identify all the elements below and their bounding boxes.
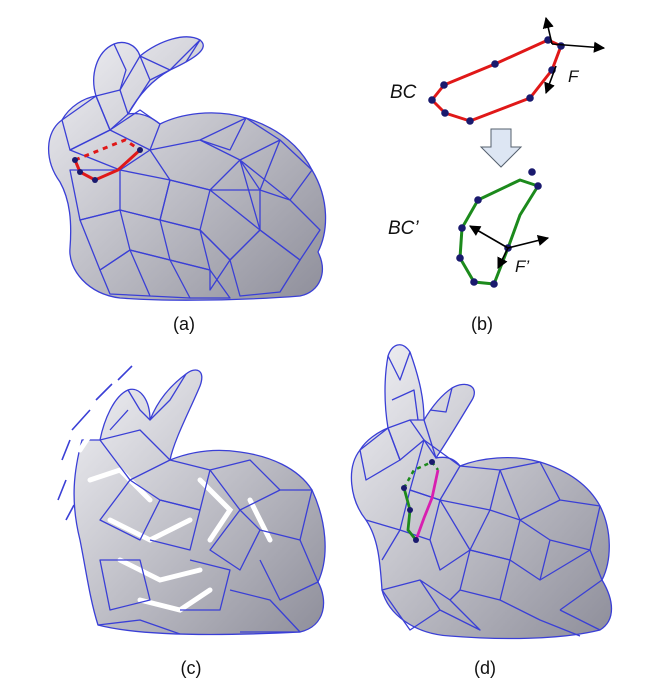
panel-d: (d) xyxy=(350,344,613,678)
deformed-force-label: F’ xyxy=(515,257,529,276)
cut-curves-d xyxy=(401,459,440,543)
fragmented-bunny-mesh xyxy=(57,365,326,636)
panel-a: (a) xyxy=(48,36,327,334)
boundary-label: BC xyxy=(390,82,417,103)
caption-d: (d) xyxy=(474,658,496,678)
deformed-force-arrows xyxy=(469,225,550,270)
mesh-edges-a xyxy=(61,39,321,299)
panel-b: BC F BC xyxy=(388,16,606,334)
detached-slivers xyxy=(57,365,133,521)
deformed-polygon-bc-prime: F’ xyxy=(456,168,550,288)
caption-a: (a) xyxy=(173,314,195,334)
bunny-body-a xyxy=(48,36,327,301)
fragment-gaps xyxy=(77,417,273,613)
mesh-edges-c xyxy=(97,373,319,635)
caption-c: (c) xyxy=(181,658,202,678)
force-label: F xyxy=(568,67,580,86)
caption-b: (b) xyxy=(471,314,493,334)
transform-down-arrow xyxy=(479,128,523,168)
deformed-boundary-label: BC’ xyxy=(388,218,419,239)
panel-c: (c) xyxy=(57,365,326,678)
force-arrows xyxy=(542,16,606,95)
boundary-polygon-bc: F xyxy=(428,16,606,125)
mesh-edges-d xyxy=(359,351,603,637)
bunny-mesh-d xyxy=(350,344,613,640)
boundary-curve-a xyxy=(72,138,143,183)
bunny-mesh-a xyxy=(48,36,327,301)
bunny-body-d xyxy=(350,344,613,640)
